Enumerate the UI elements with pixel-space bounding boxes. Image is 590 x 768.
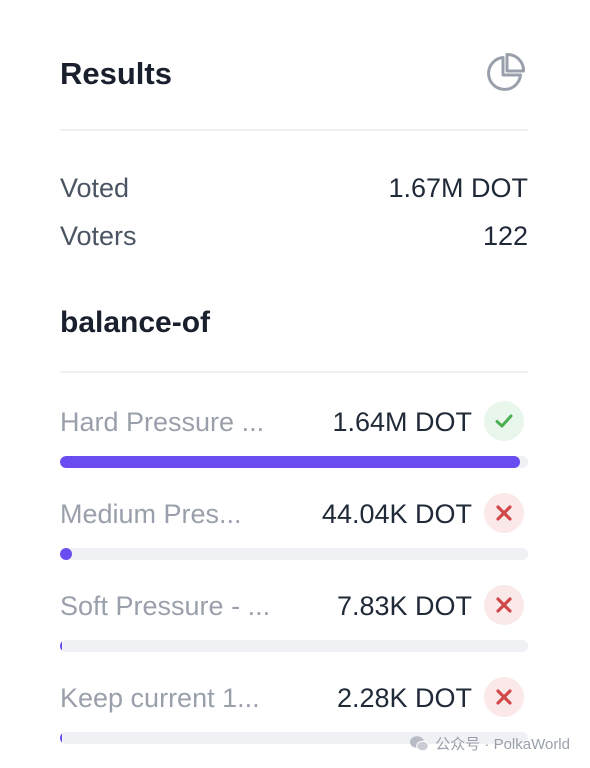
option-label[interactable]: Hard Pressure ...: [60, 407, 265, 437]
pie-chart-icon[interactable]: [484, 52, 526, 94]
progress-fill: [60, 640, 63, 652]
watermark-text: 公众号 · PolkaWorld: [435, 736, 570, 753]
x-icon: [484, 585, 524, 625]
watermark: 公众号 · PolkaWorld: [409, 733, 570, 754]
progress-bar: [60, 456, 528, 468]
option-label[interactable]: Soft Pressure - ...: [60, 591, 271, 621]
progress-fill: [60, 732, 62, 744]
progress-fill: [60, 548, 73, 560]
option-row: Hard Pressure ... 1.64M DOT: [60, 400, 528, 468]
stat-value: 122: [482, 221, 528, 251]
stat-label: Voted: [60, 173, 130, 203]
results-title: Results: [60, 56, 172, 91]
x-icon: [484, 493, 524, 533]
results-header: Results: [60, 50, 528, 100]
divider: [60, 371, 528, 373]
option-row: Keep current 1... 2.28K DOT: [60, 676, 528, 744]
stat-label: Voters: [60, 221, 137, 251]
stat-voters: Voters 122: [60, 218, 528, 254]
progress-bar: [60, 548, 528, 560]
x-icon: [484, 677, 524, 717]
option-row: Medium Pres... 44.04K DOT: [60, 492, 528, 560]
stat-voted: Voted 1.67M DOT: [60, 170, 528, 206]
option-value: 2.28K DOT: [336, 683, 472, 713]
divider: [60, 129, 528, 131]
progress-fill: [60, 456, 520, 468]
option-value: 7.83K DOT: [336, 591, 472, 621]
section-title: balance-of: [60, 306, 211, 339]
stat-value: 1.67M DOT: [388, 173, 528, 203]
progress-bar: [60, 640, 528, 652]
option-label[interactable]: Keep current 1...: [60, 683, 260, 713]
option-row: Soft Pressure - ... 7.83K DOT: [60, 584, 528, 652]
option-value: 44.04K DOT: [321, 499, 472, 529]
option-value: 1.64M DOT: [332, 407, 472, 437]
check-icon: [484, 401, 524, 441]
option-label[interactable]: Medium Pres...: [60, 499, 242, 529]
wechat-icon: [410, 735, 430, 751]
